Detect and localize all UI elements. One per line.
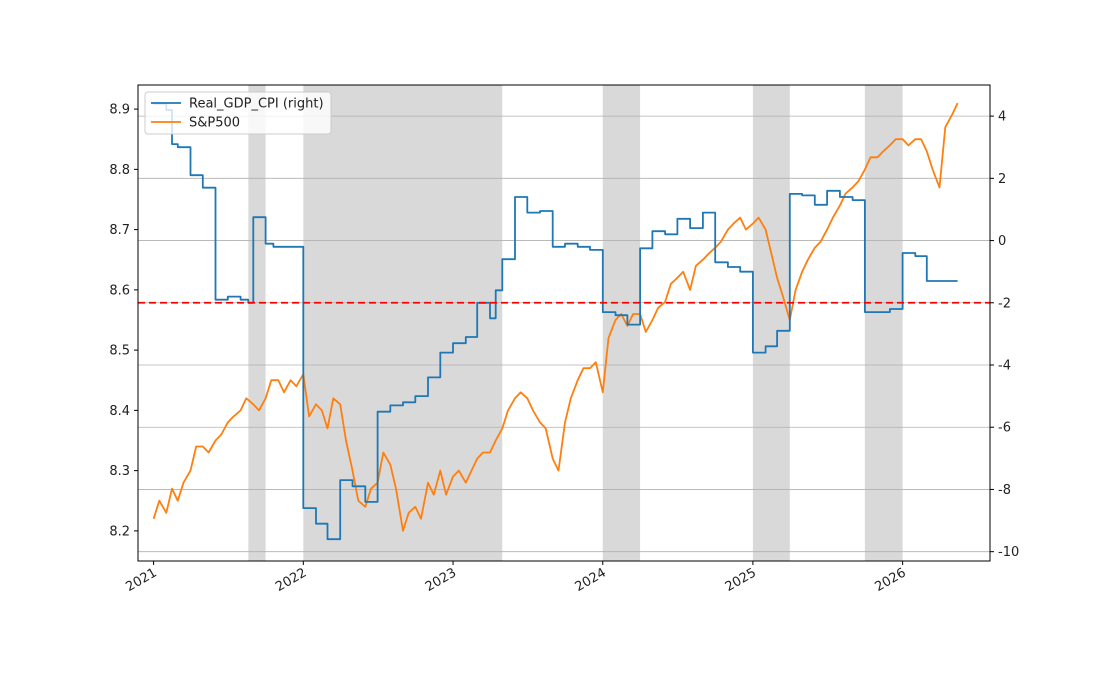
y-left-tick-label: 8.4 (109, 404, 130, 419)
y-right-tick-label: -4 (998, 359, 1011, 374)
shaded-period (303, 85, 503, 561)
y-left-tick-label: 8.6 (109, 283, 130, 298)
y-left-tick-label: 8.8 (109, 163, 130, 178)
y-left-tick-label: 8.3 (109, 464, 130, 479)
y-left-tick-label: 8.2 (109, 524, 130, 539)
y-right-tick-label: -6 (998, 421, 1011, 436)
series-line (152, 102, 959, 532)
y-left-tick-label: 8.5 (109, 344, 130, 359)
plot-frame (137, 84, 991, 562)
shaded-period (864, 85, 903, 561)
left-y-axis: 8.2 8.3 8.4 8.5 8.6 8.7 8.8 8.9 (109, 103, 138, 539)
y-left-tick-label: 8.9 (109, 103, 130, 118)
shaded-period (602, 85, 641, 561)
shaded-periods (248, 85, 903, 561)
series-lines (152, 102, 959, 541)
y-right-tick-label: -8 (998, 483, 1011, 498)
legend-label: S&P500 (189, 116, 240, 131)
series-line (153, 102, 958, 541)
y-left-tick-label: 8.7 (109, 223, 130, 238)
shaded-period (248, 85, 266, 561)
legend-box (144, 91, 332, 135)
y-right-tick-label: 2 (998, 172, 1006, 187)
y-right-tick-label: -2 (998, 296, 1011, 311)
legend: Real_GDP_CPI (right) S&P500 (144, 91, 332, 135)
legend-label: Real_GDP_CPI (right) (189, 97, 324, 112)
shaded-period (752, 85, 790, 561)
right-y-axis: -10 -8 -6 -4 -2 0 2 4 (990, 110, 1019, 560)
y-right-tick-label: 4 (998, 110, 1006, 125)
y-right-tick-label: -10 (998, 545, 1019, 560)
y-right-tick-label: 0 (998, 234, 1006, 249)
